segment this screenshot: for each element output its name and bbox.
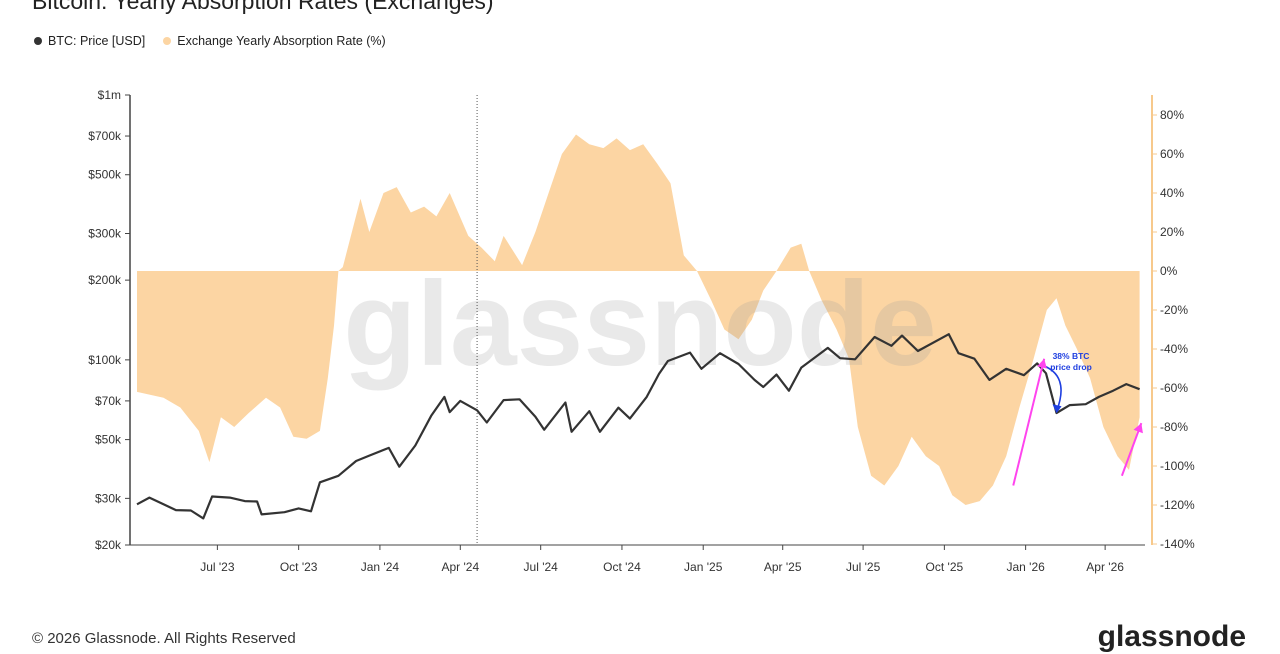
y-right-tick-label: -140% <box>1160 537 1195 551</box>
x-tick-label: Jul '23 <box>200 560 235 574</box>
y-left-tick-label: $300k <box>88 226 122 240</box>
footer-logo: glassnode <box>1097 620 1246 653</box>
footer-copyright: © 2026 Glassnode. All Rights Reserved <box>32 630 296 647</box>
x-tick-label: Jan '24 <box>361 560 400 574</box>
watermark-layer: glassnode <box>343 257 937 391</box>
price-line-layer <box>136 333 1140 520</box>
legend-item-price[interactable]: BTC: Price [USD] <box>34 34 145 48</box>
legend-price-marker <box>34 37 42 45</box>
legend-item-absorption[interactable]: Exchange Yearly Absorption Rate (%) <box>163 34 386 48</box>
y-right-tick-label: -60% <box>1160 381 1188 395</box>
y-right-tick-label: 80% <box>1160 108 1184 122</box>
y-left-tick-label: $700k <box>88 129 122 143</box>
x-tick-label: Oct '25 <box>926 560 964 574</box>
y-left-tick-label: $1m <box>98 88 121 102</box>
y-left-tick-label: $500k <box>88 168 122 182</box>
legend-absorption-marker <box>163 37 172 45</box>
y-right-tick-label: 0% <box>1160 264 1178 278</box>
y-right-tick-label: -80% <box>1160 420 1188 434</box>
y-right-tick-label: 60% <box>1160 147 1184 161</box>
legend: BTC: Price [USD] Exchange Yearly Absorpt… <box>34 34 386 48</box>
y-left-tick-label: $200k <box>88 273 122 287</box>
trend-arrow-1-head <box>1037 358 1047 369</box>
y-right-tick-label: 40% <box>1160 186 1184 200</box>
y-right-tick-label: -120% <box>1160 498 1195 512</box>
x-tick-label: Oct '24 <box>603 560 641 574</box>
chart-title: Bitcoin: Yearly Absorption Rates (Exchan… <box>32 0 494 14</box>
x-tick-label: Jan '25 <box>684 560 723 574</box>
absorption-area <box>137 134 1140 505</box>
y-left-tick-label: $20k <box>95 538 122 552</box>
x-tick-label: Jan '26 <box>1006 560 1045 574</box>
trend-arrow-2-head <box>1133 423 1143 434</box>
y-left-tick-label: $70k <box>95 394 122 408</box>
trend-arrow-1 <box>1012 358 1046 486</box>
y-left-tick-label: $100k <box>88 353 122 367</box>
legend-absorption-label: Exchange Yearly Absorption Rate (%) <box>177 34 386 48</box>
x-tick-label: Apr '26 <box>1086 560 1124 574</box>
x-tick-label: Oct '23 <box>280 560 318 574</box>
chart-canvas: glassnode $20k $30k $50k $70k $100k $200k $300… <box>88 88 1195 574</box>
axes: $20k $30k $50k $70k $100k $200k $300k $500k $700… <box>88 88 1195 574</box>
y-right-tick-label: -100% <box>1160 459 1195 473</box>
x-tick-label: Jul '25 <box>846 560 881 574</box>
price-drop-annotation-text: price drop <box>1050 362 1092 372</box>
absorption-area-layer <box>137 134 1140 505</box>
legend-price-label: BTC: Price [USD] <box>48 34 146 48</box>
y-right-tick-label: -20% <box>1160 303 1188 317</box>
trend-arrow-2 <box>1120 422 1143 477</box>
y-left-tick-label: $50k <box>95 433 122 447</box>
price-drop-annotation-text: 38% BTC <box>1053 351 1090 361</box>
watermark-text: glassnode <box>343 257 937 391</box>
y-left-tick-label: $30k <box>95 491 122 505</box>
x-tick-label: Apr '25 <box>764 560 802 574</box>
btc-price-line <box>136 333 1140 520</box>
x-tick-label: Apr '24 <box>441 560 479 574</box>
x-tick-label: Jul '24 <box>524 560 559 574</box>
y-right-tick-label: 20% <box>1160 225 1184 239</box>
y-right-tick-label: -40% <box>1160 342 1188 356</box>
price-drop-arrowhead <box>1052 404 1062 414</box>
